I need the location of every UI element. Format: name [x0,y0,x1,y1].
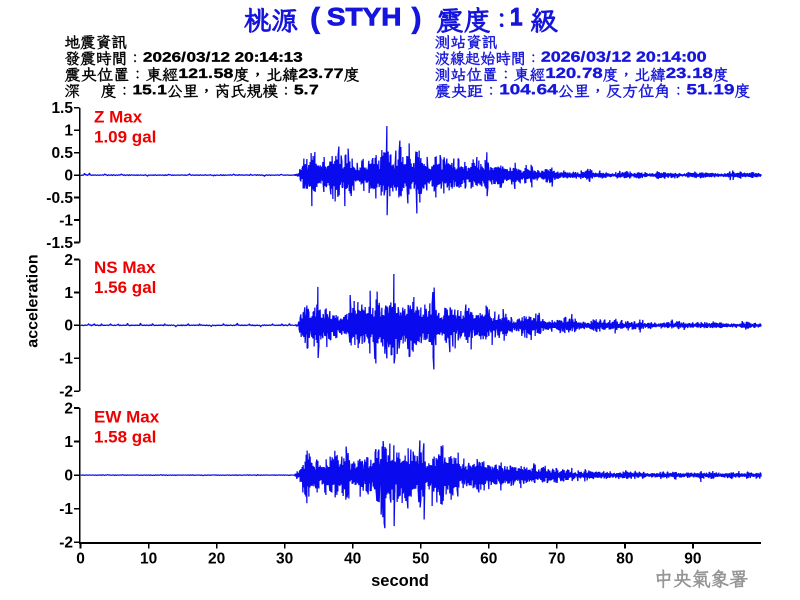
svg-text:-1: -1 [59,351,73,368]
svg-text:70: 70 [548,550,565,567]
svg-text:30: 30 [276,550,293,567]
svg-text:1.58 gal: 1.58 gal [94,428,156,447]
svg-text:60: 60 [480,550,497,567]
svg-text:acceleration: acceleration [24,254,41,347]
svg-text:1: 1 [64,434,73,451]
svg-text:-1: -1 [59,501,73,518]
svg-text:NS Max: NS Max [94,258,156,277]
svg-text:2: 2 [64,400,73,417]
svg-text:1: 1 [64,285,73,302]
svg-text:1.5: 1.5 [51,100,73,117]
svg-text:0.5: 0.5 [51,145,73,162]
svg-text:50: 50 [412,550,429,567]
svg-text:0: 0 [64,318,73,335]
svg-text:40: 40 [344,550,361,567]
svg-text:0: 0 [76,550,85,567]
svg-text:EW Max: EW Max [94,408,160,427]
svg-text:-1.5: -1.5 [46,235,73,252]
svg-text:0: 0 [64,468,73,485]
svg-text:80: 80 [616,550,633,567]
svg-text:10: 10 [140,550,157,567]
svg-text:-1: -1 [59,212,73,229]
svg-text:second: second [371,572,429,590]
svg-text:2: 2 [64,252,73,269]
svg-text:1: 1 [64,123,73,140]
svg-text:1.56 gal: 1.56 gal [94,278,156,297]
svg-text:0: 0 [64,168,73,185]
svg-text:-2: -2 [59,384,73,401]
svg-text:-2: -2 [59,535,73,552]
svg-text:1.09 gal: 1.09 gal [94,127,156,146]
svg-text:20: 20 [208,550,225,567]
svg-text:Z Max: Z Max [94,107,143,126]
svg-text:-0.5: -0.5 [46,190,73,207]
svg-text:90: 90 [684,550,701,567]
